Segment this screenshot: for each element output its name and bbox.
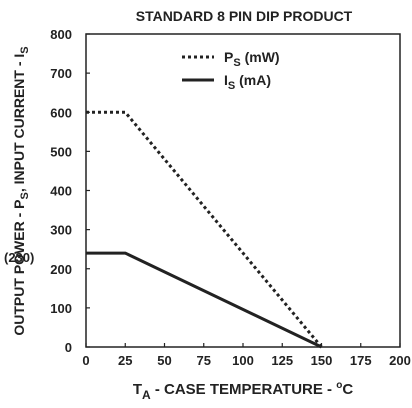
legend: PS (mW) IS (mA) (182, 49, 280, 92)
x-tick-label: 175 (350, 353, 372, 368)
y-tick-label: 0 (65, 340, 72, 355)
x-tick-label: 75 (197, 353, 211, 368)
series-layer (86, 110, 323, 349)
y-tick-label: 500 (50, 144, 72, 159)
x-tick-label: 100 (232, 353, 254, 368)
y-tick-label: 400 (50, 184, 72, 199)
y-tick-label: 600 (50, 105, 72, 120)
x-tick-label: 25 (118, 353, 132, 368)
y-tick-label: 700 (50, 66, 72, 81)
x-tick-label: 50 (157, 353, 171, 368)
y-tick-label-extra: (230) (4, 250, 34, 265)
x-tick-label: 150 (311, 353, 333, 368)
y-tick-label: 100 (50, 301, 72, 316)
y-tick-label: 800 (50, 27, 72, 42)
series-line-ps (86, 110, 323, 348)
y-tick-label: 200 (50, 262, 72, 277)
x-axis-label: TA - CASE TEMPERATURE - oC (133, 380, 354, 402)
chart-title: STANDARD 8 PIN DIP PRODUCT (136, 8, 353, 24)
x-tick-label: 125 (271, 353, 293, 368)
y-axis-ticks: 0 100 200 300 400 500 600 700 800 (230) (4, 27, 90, 355)
x-axis-ticks: 0 25 50 75 100 125 150 175 200 (82, 343, 411, 368)
x-tick-label: 0 (82, 353, 89, 368)
series-line-is (86, 251, 323, 349)
y-axis-label: OUTPUT POWER - PS, INPUT CURRENT - IS (11, 46, 31, 335)
legend-label-is: IS (mA) (224, 72, 271, 92)
y-tick-label: 300 (50, 223, 72, 238)
legend-label-ps: PS (mW) (224, 49, 280, 69)
x-tick-label: 200 (389, 353, 411, 368)
